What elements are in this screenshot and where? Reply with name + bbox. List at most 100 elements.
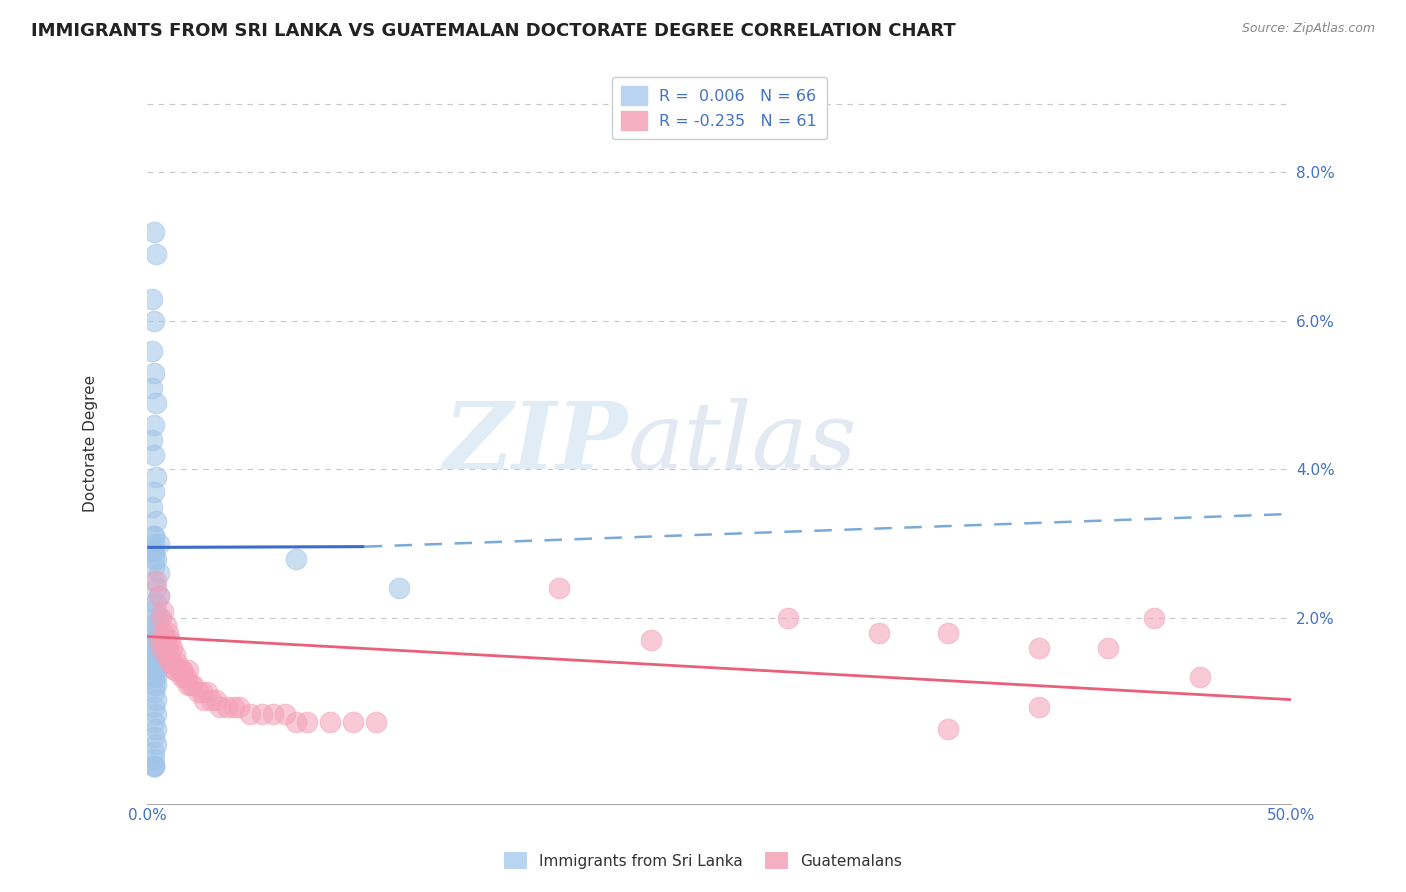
Point [143,700,166,714]
Point [143,633,166,648]
Point [170,663,193,677]
Point [143,618,166,632]
Point [143,663,166,677]
Point [145,247,167,261]
Point [169,663,191,677]
Point [297,714,319,729]
Point [143,551,166,566]
Point [148,611,170,625]
Point [143,759,166,773]
Point [285,551,308,566]
Point [143,529,166,543]
Point [145,618,167,632]
Point [150,640,173,655]
Point [145,670,167,684]
Legend: Immigrants from Sri Lanka, Guatemalans: Immigrants from Sri Lanka, Guatemalans [498,846,908,875]
Legend: R =  0.006   N = 66, R = -0.235   N = 61: R = 0.006 N = 66, R = -0.235 N = 61 [612,77,827,139]
Point [143,558,166,573]
Point [145,551,167,566]
Point [143,678,166,692]
Point [187,685,209,699]
Point [173,670,195,684]
Point [148,633,170,648]
Point [143,225,166,239]
Point [159,633,181,648]
Point [145,692,167,706]
Point [155,648,177,662]
Point [273,707,295,722]
Point [162,640,184,655]
Point [148,566,170,581]
Point [141,381,163,395]
Point [152,625,174,640]
Point [145,581,167,595]
Text: Source: ZipAtlas.com: Source: ZipAtlas.com [1241,22,1375,36]
Point [141,292,163,306]
Point [285,714,308,729]
Point [159,656,181,670]
Point [145,707,167,722]
Point [776,611,799,625]
Point [145,574,167,588]
Point [195,685,218,699]
Point [239,707,262,722]
Point [143,603,166,617]
Point [319,714,342,729]
Point [166,656,188,670]
Point [250,707,273,722]
Point [868,625,890,640]
Point [143,730,166,744]
Point [342,714,364,729]
Point [143,484,166,499]
Point [143,574,166,588]
Point [141,500,163,514]
Point [145,663,167,677]
Text: Doctorate Degree: Doctorate Degree [83,375,97,512]
Point [145,611,167,625]
Point [145,656,167,670]
Point [141,433,163,447]
Point [159,648,181,662]
Point [145,515,167,529]
Point [640,633,662,648]
Point [228,700,250,714]
Point [143,314,166,328]
Point [217,700,239,714]
Point [177,678,200,692]
Point [148,536,170,550]
Point [155,633,177,648]
Point [364,714,387,729]
Point [143,759,166,773]
Point [163,648,186,662]
Point [143,745,166,759]
Point [152,603,174,617]
Point [1028,700,1050,714]
Point [1028,640,1050,655]
Point [180,678,202,692]
Point [143,366,166,380]
Point [143,448,166,462]
Point [145,723,167,737]
Point [548,581,571,595]
Point [145,737,167,751]
Point [145,470,167,484]
Point [155,618,177,632]
Point [156,625,179,640]
Point [148,625,170,640]
Point [205,692,228,706]
Point [174,670,197,684]
Point [177,663,200,677]
Point [143,759,166,773]
Point [262,707,284,722]
Point [200,692,222,706]
Text: ZIP: ZIP [443,399,627,489]
Point [145,596,167,610]
Point [141,544,163,558]
Point [181,678,204,692]
Point [143,685,166,699]
Point [145,648,167,662]
Text: IMMIGRANTS FROM SRI LANKA VS GUATEMALAN DOCTORATE DEGREE CORRELATION CHART: IMMIGRANTS FROM SRI LANKA VS GUATEMALAN … [31,22,956,40]
Point [148,589,170,603]
Point [936,625,959,640]
Text: atlas: atlas [627,399,858,489]
